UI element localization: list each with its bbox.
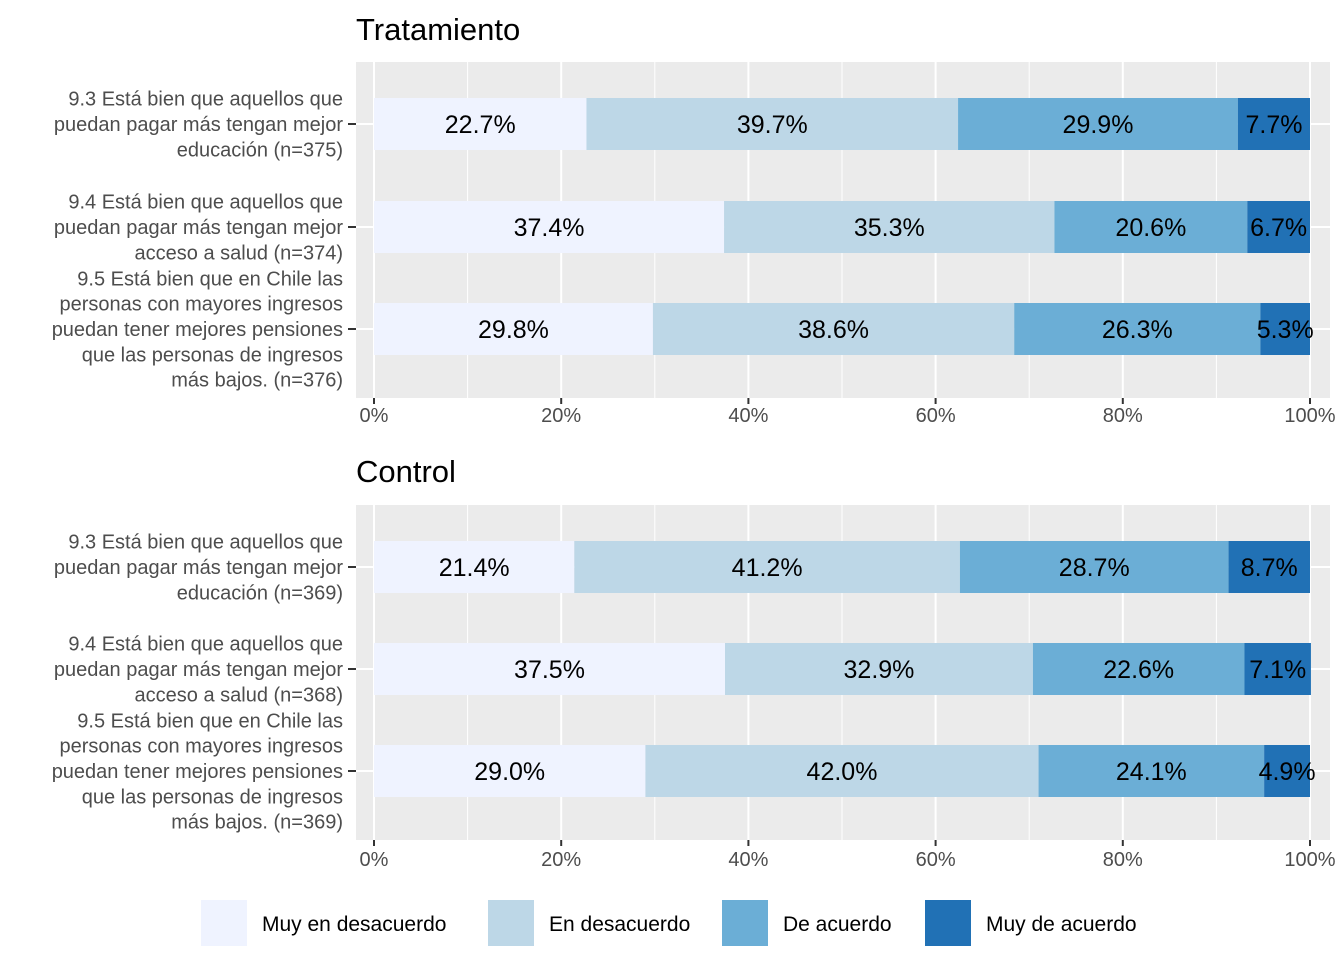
category-label: puedan tener mejores pensiones [52,761,343,783]
bar-value-label: 37.4% [514,214,585,242]
category-label: 9.5 Está bien que en Chile las [77,268,343,290]
category-label: que las personas de ingresos [82,344,343,366]
bar-segment [1038,745,1265,797]
bar-segment [1228,541,1310,593]
bar-segment [958,98,1238,150]
bar-value-label: 37.5% [514,656,585,684]
bar-segment [574,541,960,593]
bar-segment [374,201,725,253]
category-label: 9.3 Está bien que aquellos que [68,89,343,111]
category-label: puedan pagar más tengan mejor [54,114,343,136]
bar-segment [1247,201,1310,253]
bar-value-label: 26.3% [1102,316,1173,344]
bar-value-label: 42.0% [807,758,878,786]
bar-segment [1014,303,1261,355]
bar-segment [959,541,1229,593]
x-tick-label: 20% [541,849,581,871]
legend-key [488,900,534,946]
bar-value-label: 8.7% [1241,554,1298,582]
bar-segment [1260,303,1310,355]
category-label: educación (n=375) [177,139,343,161]
bar-value-label: 38.6% [798,316,869,344]
bar-segment [374,745,646,797]
bar-segment [652,303,1015,355]
bar-segment [374,303,653,355]
x-tick-label: 40% [728,405,768,427]
legend-label: Muy de acuerdo [986,913,1137,936]
bar-segment [724,201,1055,253]
bar-segment [1264,745,1310,797]
bar-segment [725,643,1033,695]
bar-value-label: 29.9% [1063,111,1134,139]
category-label: 9.3 Está bien que aquellos que [68,532,343,554]
legend-key [201,900,247,946]
bar-segment [374,98,587,150]
category-label: puedan pagar más tengan mejor [54,217,343,239]
bar-value-label: 32.9% [844,656,915,684]
bar-value-label: 39.7% [737,111,808,139]
category-label: puedan pagar más tengan mejor [54,557,343,579]
bar-value-label: 28.7% [1059,554,1130,582]
category-label: más bajos. (n=369) [171,812,343,834]
category-label: que las personas de ingresos [82,786,343,808]
bar-value-label: 35.3% [854,214,925,242]
category-label: puedan pagar más tengan mejor [54,659,343,681]
category-label: personas con mayores ingresos [60,294,343,316]
bar-value-label: 7.1% [1249,656,1306,684]
category-label: 9.5 Está bien que en Chile las [77,710,343,732]
legend-label: En desacuerdo [549,913,690,936]
bar-value-label: 29.0% [474,758,545,786]
x-tick-label: 0% [360,405,389,427]
x-tick-label: 40% [728,849,768,871]
bar-value-label: 20.6% [1115,214,1186,242]
category-label: acceso a salud (n=368) [135,684,343,706]
category-label: 9.4 Está bien que aquellos que [68,634,343,656]
bar-value-label: 22.6% [1103,656,1174,684]
category-label: puedan tener mejores pensiones [52,319,343,341]
bar-value-label: 21.4% [439,554,510,582]
category-label: acceso a salud (n=374) [135,242,343,264]
legend-label: Muy en desacuerdo [262,913,446,936]
bar-segment [374,643,725,695]
bar-value-label: 24.1% [1116,758,1187,786]
bar-value-label: 4.9% [1259,758,1316,786]
bar-segment [374,541,575,593]
bar-segment [645,745,1039,797]
x-tick-label: 80% [1103,849,1143,871]
x-tick-label: 100% [1284,405,1335,427]
bar-segment [1244,643,1311,695]
legend-key [722,900,768,946]
legend-key [925,900,971,946]
bar-segment [1054,201,1248,253]
bar-value-label: 6.7% [1250,214,1307,242]
panel-title: Control [356,454,456,489]
x-tick-label: 0% [360,849,389,871]
bar-segment [586,98,959,150]
bar-value-label: 41.2% [732,554,803,582]
bar-value-label: 5.3% [1257,316,1314,344]
category-label: más bajos. (n=376) [171,370,343,392]
bar-segment [1032,643,1245,695]
x-tick-label: 60% [916,405,956,427]
legend-label: De acuerdo [783,913,892,936]
category-label: educación (n=369) [177,582,343,604]
category-label: personas con mayores ingresos [60,736,343,758]
category-label: 9.4 Está bien que aquellos que [68,192,343,214]
x-tick-label: 80% [1103,405,1143,427]
x-tick-label: 100% [1284,849,1335,871]
bar-value-label: 29.8% [478,316,549,344]
bar-value-label: 22.7% [445,111,516,139]
panel-title: Tratamiento [356,12,520,47]
bar-value-label: 7.7% [1245,111,1302,139]
x-tick-label: 20% [541,405,581,427]
bar-segment [1237,98,1310,150]
x-tick-label: 60% [916,849,956,871]
